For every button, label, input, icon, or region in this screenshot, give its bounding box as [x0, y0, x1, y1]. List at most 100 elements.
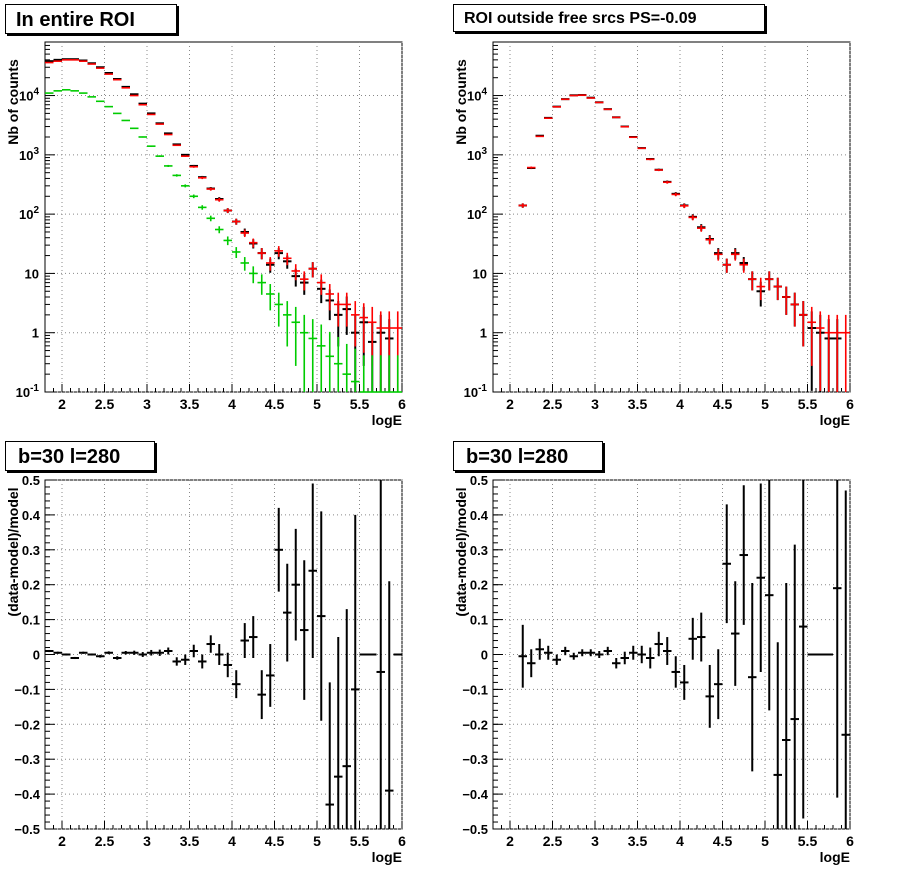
y-tick-label: −0.2 [462, 717, 488, 732]
series-red [45, 59, 402, 391]
x-tick-label: 2 [506, 833, 514, 849]
y-tick-label: −0.2 [14, 717, 40, 732]
panel-title-top-left: In entire ROI [5, 4, 177, 34]
x-axis-label: logE [372, 412, 402, 428]
x-tick-label: 2.5 [543, 833, 563, 849]
y-tick-label: 0.3 [22, 543, 40, 558]
x-tick-label: 4.5 [713, 396, 733, 412]
y-tick-label: 0.1 [22, 613, 40, 628]
x-tick-label: 4 [228, 396, 236, 412]
x-tick-label: 3.5 [628, 396, 648, 412]
x-tick-label: 6 [846, 833, 854, 849]
y-tick-label: 0.5 [470, 473, 488, 488]
y-axis-label: (data-model)/model [453, 487, 469, 616]
y-tick-label: 0.4 [22, 508, 41, 523]
x-tick-label: 5.5 [798, 833, 818, 849]
panel-title-top-right: ROI outside free srcs PS=-0.09 [453, 4, 765, 32]
panel-title-bottom-right: b=30 l=280 [453, 441, 603, 471]
x-axis-label: logE [372, 849, 402, 865]
y-tick-label: −0.5 [14, 822, 40, 837]
y-tick-exponent: 2 [33, 205, 39, 216]
y-tick-exponent: -1 [30, 383, 39, 394]
y-tick-exponent: 4 [33, 87, 39, 98]
y-tick-label: 104 [467, 87, 487, 104]
x-tick-label: 2 [506, 396, 514, 412]
x-tick-label: 4.5 [265, 396, 285, 412]
x-tick-label: 4.5 [713, 833, 733, 849]
y-tick-label: 103 [19, 146, 39, 163]
y-tick-label: 103 [467, 146, 487, 163]
x-tick-label: 5.5 [350, 833, 370, 849]
series-black [45, 480, 402, 829]
y-tick-label: 102 [19, 205, 39, 222]
y-tick-label: 10-1 [464, 383, 488, 400]
y-tick-label: 104 [19, 87, 39, 104]
y-tick-label: −0.5 [462, 822, 488, 837]
x-axis-label: logE [820, 412, 850, 428]
x-tick-label: 6 [846, 396, 854, 412]
y-tick-label: −0.1 [14, 682, 40, 697]
x-tick-label: 2.5 [95, 396, 115, 412]
y-tick-exponent: 4 [481, 87, 487, 98]
x-tick-label: 3 [591, 833, 599, 849]
x-tick-label: 4 [676, 833, 684, 849]
x-tick-label: 2 [58, 396, 66, 412]
y-tick-label: 0.2 [470, 578, 488, 593]
x-tick-label: 5 [761, 833, 769, 849]
y-tick-label: −0.3 [14, 752, 40, 767]
x-tick-label: 3.5 [628, 833, 648, 849]
x-axis-label: logE [820, 849, 850, 865]
plot-frame [44, 41, 403, 393]
x-tick-label: 5.5 [798, 396, 818, 412]
y-tick-label: 0.4 [470, 508, 489, 523]
x-tick-label: 3 [143, 833, 151, 849]
y-tick-exponent: 3 [481, 146, 487, 157]
x-tick-label: 2.5 [543, 396, 563, 412]
x-tick-label: 5.5 [350, 396, 370, 412]
y-tick-exponent: 2 [481, 205, 487, 216]
y-tick-label: 102 [467, 205, 487, 222]
y-tick-label: −0.4 [14, 787, 40, 802]
y-tick-label: −0.3 [462, 752, 488, 767]
x-tick-label: 6 [398, 396, 406, 412]
y-tick-label: 0 [33, 648, 40, 663]
y-tick-label: 0.5 [22, 473, 40, 488]
x-tick-label: 4 [676, 396, 684, 412]
y-tick-exponent: 3 [33, 146, 39, 157]
plot-frame [492, 479, 851, 830]
y-tick-label: 0 [481, 648, 488, 663]
y-tick-label: 0.2 [22, 578, 40, 593]
y-tick-label: 1 [480, 326, 487, 341]
y-tick-label: 10 [25, 266, 39, 281]
y-tick-label: −0.4 [462, 787, 488, 802]
x-tick-label: 4 [228, 833, 236, 849]
y-tick-label: 10 [473, 266, 487, 281]
x-tick-label: 3 [591, 396, 599, 412]
x-tick-label: 5 [761, 396, 769, 412]
x-tick-label: 5 [313, 833, 321, 849]
x-tick-label: 3 [143, 396, 151, 412]
plot-frame [492, 41, 851, 393]
x-tick-label: 5 [313, 396, 321, 412]
x-tick-label: 3.5 [180, 833, 200, 849]
y-tick-label: 0.3 [470, 543, 488, 558]
x-tick-label: 6 [398, 833, 406, 849]
y-axis-label: Nb of counts [5, 59, 21, 145]
y-tick-label: 0.1 [470, 613, 488, 628]
y-tick-label: 10-1 [16, 383, 40, 400]
series-red [518, 94, 850, 392]
y-tick-label: −0.1 [462, 682, 488, 697]
y-axis-label: Nb of counts [453, 59, 469, 145]
y-tick-exponent: -1 [478, 383, 487, 394]
y-tick-label: 1 [32, 326, 39, 341]
x-tick-label: 4.5 [265, 833, 285, 849]
x-tick-label: 2 [58, 833, 66, 849]
y-axis-label: (data-model)/model [5, 487, 21, 616]
series-black [518, 480, 850, 829]
x-tick-label: 3.5 [180, 396, 200, 412]
